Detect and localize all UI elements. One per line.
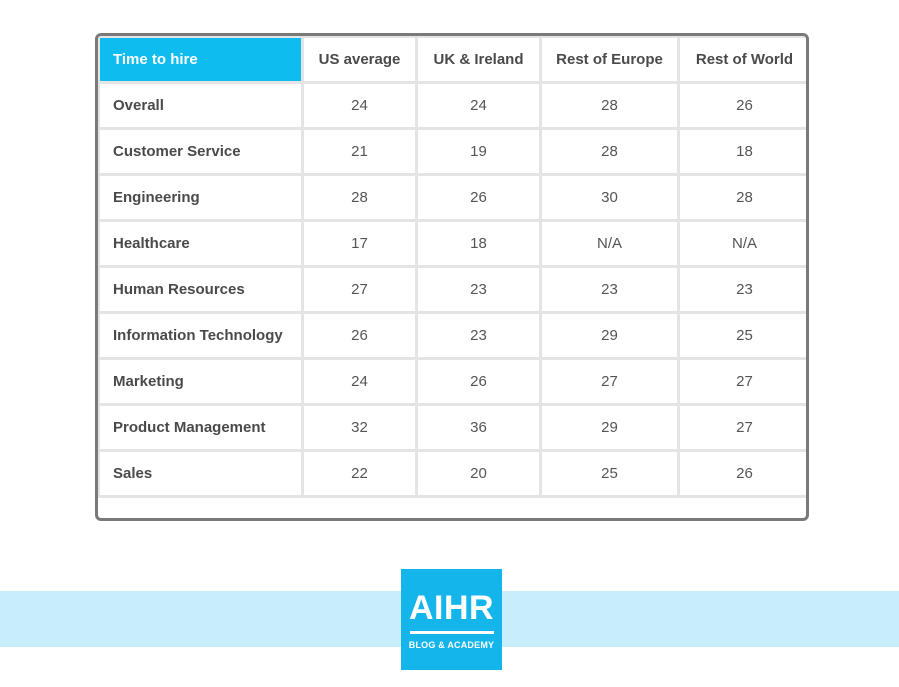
table-cell: 25	[539, 449, 680, 498]
table-cell: 28	[677, 173, 806, 222]
table-cell: N/A	[677, 219, 806, 268]
table-row: Overall 24 24 28 26	[98, 81, 806, 130]
table-row: Marketing 24 26 27 27	[98, 357, 806, 406]
table-row: Engineering 28 26 30 28	[98, 173, 806, 222]
row-label: Engineering	[98, 173, 304, 222]
time-to-hire-table: Time to hire US average UK & Ireland Res…	[98, 36, 806, 498]
table-row: Customer Service 21 19 28 18	[98, 127, 806, 176]
table-cell: 28	[539, 81, 680, 130]
table-cell: 24	[301, 357, 418, 406]
table-cell: 25	[677, 311, 806, 360]
row-label: Information Technology	[98, 311, 304, 360]
table-cell: 19	[415, 127, 542, 176]
table-cell: 26	[677, 449, 806, 498]
table-row: Healthcare 17 18 N/A N/A	[98, 219, 806, 268]
logo-wordmark: AIHR	[408, 589, 495, 627]
table-cell: N/A	[539, 219, 680, 268]
table-cell: 29	[539, 311, 680, 360]
table-cell: 26	[301, 311, 418, 360]
table-cell: 27	[301, 265, 418, 314]
row-label: Sales	[98, 449, 304, 498]
row-label: Overall	[98, 81, 304, 130]
row-label: Healthcare	[98, 219, 304, 268]
table-cell: 26	[415, 173, 542, 222]
table-cell: 28	[301, 173, 418, 222]
table-cell: 24	[301, 81, 418, 130]
table-cell: 27	[677, 357, 806, 406]
table-cell: 30	[539, 173, 680, 222]
table-row: Product Management 32 36 29 27	[98, 403, 806, 452]
column-header-rest-of-world: Rest of World	[677, 36, 806, 84]
table-cell: 26	[677, 81, 806, 130]
column-header-us-average: US average	[301, 36, 418, 84]
column-header-uk-ireland: UK & Ireland	[415, 36, 542, 84]
table-cell: 27	[677, 403, 806, 452]
table-cell: 28	[539, 127, 680, 176]
table-cell: 23	[677, 265, 806, 314]
table-row: Information Technology 26 23 29 25	[98, 311, 806, 360]
table-cell: 27	[539, 357, 680, 406]
table-cell: 18	[677, 127, 806, 176]
time-to-hire-table-frame: Time to hire US average UK & Ireland Res…	[95, 33, 809, 521]
logo-tagline: BLOG & ACADEMY	[408, 640, 495, 650]
row-label: Human Resources	[98, 265, 304, 314]
table-cell: 24	[415, 81, 542, 130]
row-label: Product Management	[98, 403, 304, 452]
table-cell: 21	[301, 127, 418, 176]
table-header-row: Time to hire US average UK & Ireland Res…	[98, 36, 806, 84]
row-label: Marketing	[98, 357, 304, 406]
table-cell: 20	[415, 449, 542, 498]
table-row: Sales 22 20 25 26	[98, 449, 806, 498]
table-cell: 23	[415, 311, 542, 360]
table-cell: 32	[301, 403, 418, 452]
column-header-time-to-hire: Time to hire	[98, 36, 304, 84]
row-label: Customer Service	[98, 127, 304, 176]
table-cell: 18	[415, 219, 542, 268]
table-cell: 36	[415, 403, 542, 452]
table-cell: 23	[415, 265, 542, 314]
column-header-rest-of-europe: Rest of Europe	[539, 36, 680, 84]
table-cell: 26	[415, 357, 542, 406]
table-cell: 22	[301, 449, 418, 498]
aihr-logo: AIHR BLOG & ACADEMY	[401, 569, 502, 670]
table-cell: 29	[539, 403, 680, 452]
logo-divider	[409, 631, 494, 634]
table-cell: 17	[301, 219, 418, 268]
table-row: Human Resources 27 23 23 23	[98, 265, 806, 314]
table-cell: 23	[539, 265, 680, 314]
